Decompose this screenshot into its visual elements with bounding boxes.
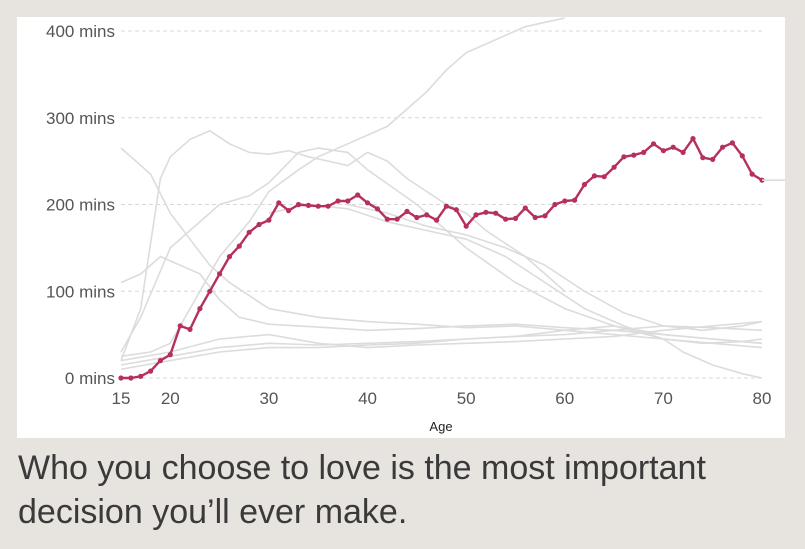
highlight-point: [729, 140, 736, 146]
highlight-point: [670, 144, 676, 150]
highlight-point: [700, 155, 706, 161]
highlight-point: [434, 217, 440, 223]
highlight-point: [207, 288, 213, 294]
highlight-point: [601, 174, 607, 180]
highlight-point: [512, 215, 519, 221]
highlight-point: [749, 171, 755, 177]
x-tick-label: 50: [457, 389, 476, 408]
highlight-point: [128, 375, 134, 381]
highlight-point: [374, 206, 380, 212]
highlight-point: [138, 373, 144, 379]
highlight-point: [266, 217, 272, 223]
highlight-series: [118, 136, 765, 381]
highlight-point: [295, 201, 302, 208]
highlight-point: [118, 375, 124, 381]
y-tick-label: 200 mins: [46, 196, 115, 215]
y-tick-label: 300 mins: [46, 109, 115, 128]
highlight-point: [345, 198, 351, 204]
highlight-point: [641, 149, 647, 155]
highlight-point: [236, 243, 242, 249]
highlight-point: [522, 205, 528, 211]
highlight-point: [424, 212, 430, 218]
highlight-point: [256, 221, 262, 228]
background-series-line: [120, 147, 763, 349]
highlight-point: [572, 197, 578, 203]
background-series-line: [120, 147, 763, 353]
highlight-point: [443, 203, 449, 209]
highlight-point: [305, 202, 311, 208]
background-series-line: [120, 320, 763, 362]
highlight-point: [680, 149, 686, 155]
background-series-line: [120, 325, 763, 379]
highlight-point: [552, 201, 558, 208]
highlight-point: [483, 209, 489, 215]
highlight-point: [473, 212, 479, 218]
highlight-series-line: [121, 137, 763, 380]
grid-lines: [121, 30, 762, 379]
highlight-point: [335, 198, 341, 204]
background-series-line: [268, 203, 763, 345]
highlight-point: [453, 207, 459, 213]
y-tick-labels: 0 mins 100 mins 200 mins 300 mins 400 mins: [46, 22, 115, 388]
highlight-point: [286, 208, 292, 214]
highlight-point: [591, 173, 598, 179]
highlight-point: [503, 216, 509, 222]
background-series-line: [347, 203, 763, 332]
highlight-point: [187, 326, 193, 332]
y-tick-label: 400 mins: [46, 22, 115, 41]
highlight-point: [217, 271, 223, 277]
y-tick-label: 100 mins: [46, 282, 115, 301]
highlight-point: [177, 323, 183, 329]
highlight-point: [611, 164, 617, 170]
highlight-point: [493, 210, 499, 216]
highlight-point: [690, 136, 696, 142]
background-series-line: [120, 129, 566, 361]
highlight-point: [710, 156, 716, 162]
highlight-point: [157, 358, 163, 364]
highlight-point: [404, 208, 410, 214]
highlight-point: [197, 306, 203, 312]
highlight-point: [650, 141, 657, 147]
highlight-point: [581, 181, 588, 188]
x-tick-label: 40: [358, 389, 377, 408]
highlight-point: [246, 229, 252, 235]
background-series-line: [120, 325, 763, 366]
x-axis-title: Age: [429, 419, 452, 434]
x-tick-label: 20: [161, 389, 180, 408]
y-tick-label: 0 mins: [65, 369, 115, 388]
x-tick-label: 15: [112, 389, 131, 408]
highlight-point: [739, 153, 745, 159]
highlight-point: [364, 200, 371, 206]
background-series-line: [120, 17, 565, 358]
x-tick-label: 30: [259, 389, 278, 408]
highlight-point: [631, 152, 637, 158]
highlight-point: [148, 368, 154, 374]
highlight-point: [384, 216, 390, 222]
highlight-point: [532, 214, 538, 221]
highlight-point: [167, 352, 173, 358]
chart-panel: 0 mins 100 mins 200 mins 300 mins 400 mins 1…: [17, 17, 785, 438]
highlight-point: [325, 203, 331, 209]
line-chart: 0 mins 100 mins 200 mins 300 mins 400 mins 1…: [46, 17, 785, 434]
background-series: [120, 17, 763, 379]
x-tick-label: 70: [654, 389, 673, 408]
highlight-point: [720, 144, 726, 150]
x-tick-label: 60: [555, 389, 574, 408]
highlight-point: [394, 216, 400, 222]
highlight-point: [463, 223, 469, 229]
highlight-point: [621, 154, 627, 160]
caption: Who you choose to love is the most impor…: [18, 449, 706, 531]
highlight-point: [276, 200, 282, 206]
highlight-point: [542, 213, 548, 219]
highlight-point: [315, 203, 321, 209]
highlight-point: [414, 214, 420, 221]
x-tick-label: 80: [753, 389, 772, 408]
highlight-point: [562, 198, 568, 204]
highlight-point: [355, 192, 361, 198]
highlight-point: [660, 148, 667, 154]
highlight-point: [226, 254, 233, 260]
x-tick-labels: 15 20 30 40 50 60 70 80: [112, 389, 772, 408]
